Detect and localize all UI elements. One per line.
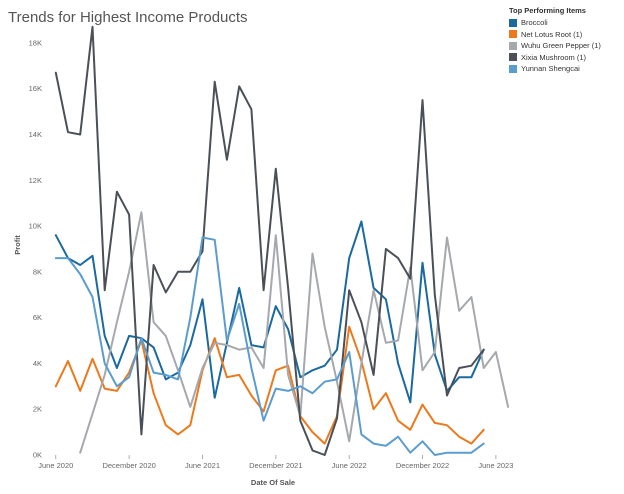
y-tick-label: 12K bbox=[29, 176, 42, 185]
x-tick-label: June 2023 bbox=[478, 461, 513, 470]
x-axis-title: Date Of Sale bbox=[251, 478, 295, 487]
legend-label: Broccoli bbox=[521, 18, 548, 28]
legend-item-yunnan-shengcai[interactable]: Yunnan Shengcai bbox=[509, 63, 621, 75]
y-axis: 0K 2K 4K 6K 8K 10K 12K 14K 16K 18K bbox=[29, 38, 42, 459]
chart-title: Trends for Highest Income Products bbox=[8, 9, 248, 26]
legend-label: Yunnan Shengcai bbox=[521, 64, 580, 74]
series-line-yunnan-shengcai[interactable] bbox=[54, 236, 485, 456]
x-tick-label: December 2022 bbox=[396, 461, 449, 470]
series-line-xixia-mushroom[interactable] bbox=[54, 25, 485, 456]
series-line-net-lotus-root[interactable] bbox=[54, 325, 485, 445]
x-tick-label: June 2022 bbox=[332, 461, 367, 470]
y-tick-label: 0K bbox=[33, 451, 42, 460]
legend-label: Net Lotus Root (1) bbox=[521, 29, 583, 39]
y-tick-label: 18K bbox=[29, 38, 42, 47]
series-line-broccoli[interactable] bbox=[54, 220, 485, 404]
legend-item-net-lotus-root[interactable]: Net Lotus Root (1) bbox=[509, 29, 621, 41]
x-axis: June 2020 December 2020 June 2021 December … bbox=[38, 455, 513, 470]
legend-item-broccoli[interactable]: Broccoli bbox=[509, 17, 621, 29]
y-tick-label: 14K bbox=[29, 130, 42, 139]
legend-swatch bbox=[509, 64, 517, 73]
y-tick-label: 10K bbox=[29, 222, 42, 231]
y-tick-label: 8K bbox=[33, 267, 42, 276]
series-layer bbox=[54, 25, 510, 456]
y-tick-label: 2K bbox=[33, 405, 42, 414]
legend-label: Xixia Mushroom (1) bbox=[521, 52, 587, 62]
legend-item-xixia-mushroom[interactable]: Xixia Mushroom (1) bbox=[509, 52, 621, 64]
legend-label: Wuhu Green Pepper (1) bbox=[521, 41, 601, 51]
x-tick-label: June 2021 bbox=[185, 461, 220, 470]
x-tick-label: December 2021 bbox=[249, 461, 302, 470]
legend: Top Performing Items Broccoli Net Lotus … bbox=[509, 6, 621, 75]
legend-swatch bbox=[509, 53, 517, 62]
y-tick-label: 6K bbox=[33, 313, 42, 322]
legend-swatch bbox=[509, 30, 517, 39]
y-axis-title: Profit bbox=[13, 235, 22, 255]
series-line-wuhu-green-pepper[interactable] bbox=[79, 211, 510, 454]
legend-swatch bbox=[509, 41, 517, 50]
x-tick-label: December 2020 bbox=[102, 461, 155, 470]
legend-item-wuhu-green-pepper[interactable]: Wuhu Green Pepper (1) bbox=[509, 40, 621, 52]
legend-title: Top Performing Items bbox=[509, 6, 586, 15]
y-tick-label: 16K bbox=[29, 84, 42, 93]
x-tick-label: June 2020 bbox=[38, 461, 73, 470]
y-tick-label: 4K bbox=[33, 359, 42, 368]
legend-swatch bbox=[509, 18, 517, 27]
